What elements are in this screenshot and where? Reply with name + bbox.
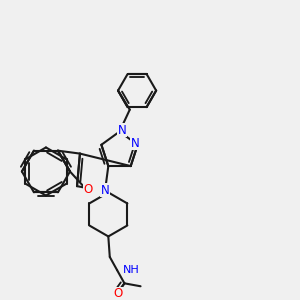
Text: N: N <box>118 124 126 136</box>
Text: N: N <box>131 137 140 150</box>
Text: O: O <box>113 287 122 300</box>
Text: O: O <box>84 183 93 196</box>
Text: NH: NH <box>122 265 139 275</box>
Text: N: N <box>100 184 109 196</box>
